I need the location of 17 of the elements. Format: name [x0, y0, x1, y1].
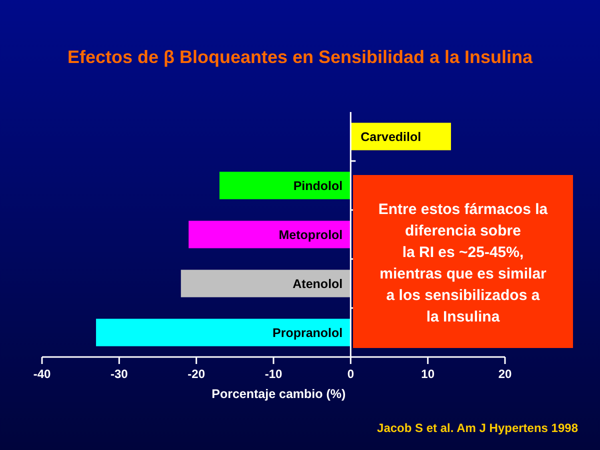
text-box: Entre estos fármacos la diferencia sobre la RI es ~25-45%, mientras que es similar a los sensibilizados a la Insulina	[353, 175, 573, 348]
y-tick-label: Pindolol	[293, 179, 343, 193]
y-tick-label: Propranolol	[272, 326, 343, 340]
chart-title: Efectos de β Bloqueantes en Sensibilidad a la Insulina	[67, 47, 534, 67]
x-tick-label: -30	[110, 367, 128, 381]
y-tick-label: Atenolol	[292, 277, 343, 291]
y-tick-label: Carvedilol	[360, 130, 422, 144]
text: Jacob S et al. Am J Hypertens 1998	[377, 421, 578, 435]
x-axis-title: Porcentaje cambio (%)	[212, 387, 346, 401]
x-tick-label: -40	[33, 367, 51, 381]
x-tick-label: 20	[498, 367, 512, 381]
x-tick-label: -20	[188, 367, 206, 381]
x-tick-label: 10	[421, 367, 435, 381]
annotation: Entre estos fármacos la diferencia sobre la RI es ~25-45%, mientras que es similar a los sensibilizados a la Insulina	[378, 201, 548, 326]
x-tick-label: -10	[264, 367, 282, 381]
x-tick-label: 0	[347, 367, 354, 381]
y-tick-label: Metoprolol	[278, 228, 343, 242]
